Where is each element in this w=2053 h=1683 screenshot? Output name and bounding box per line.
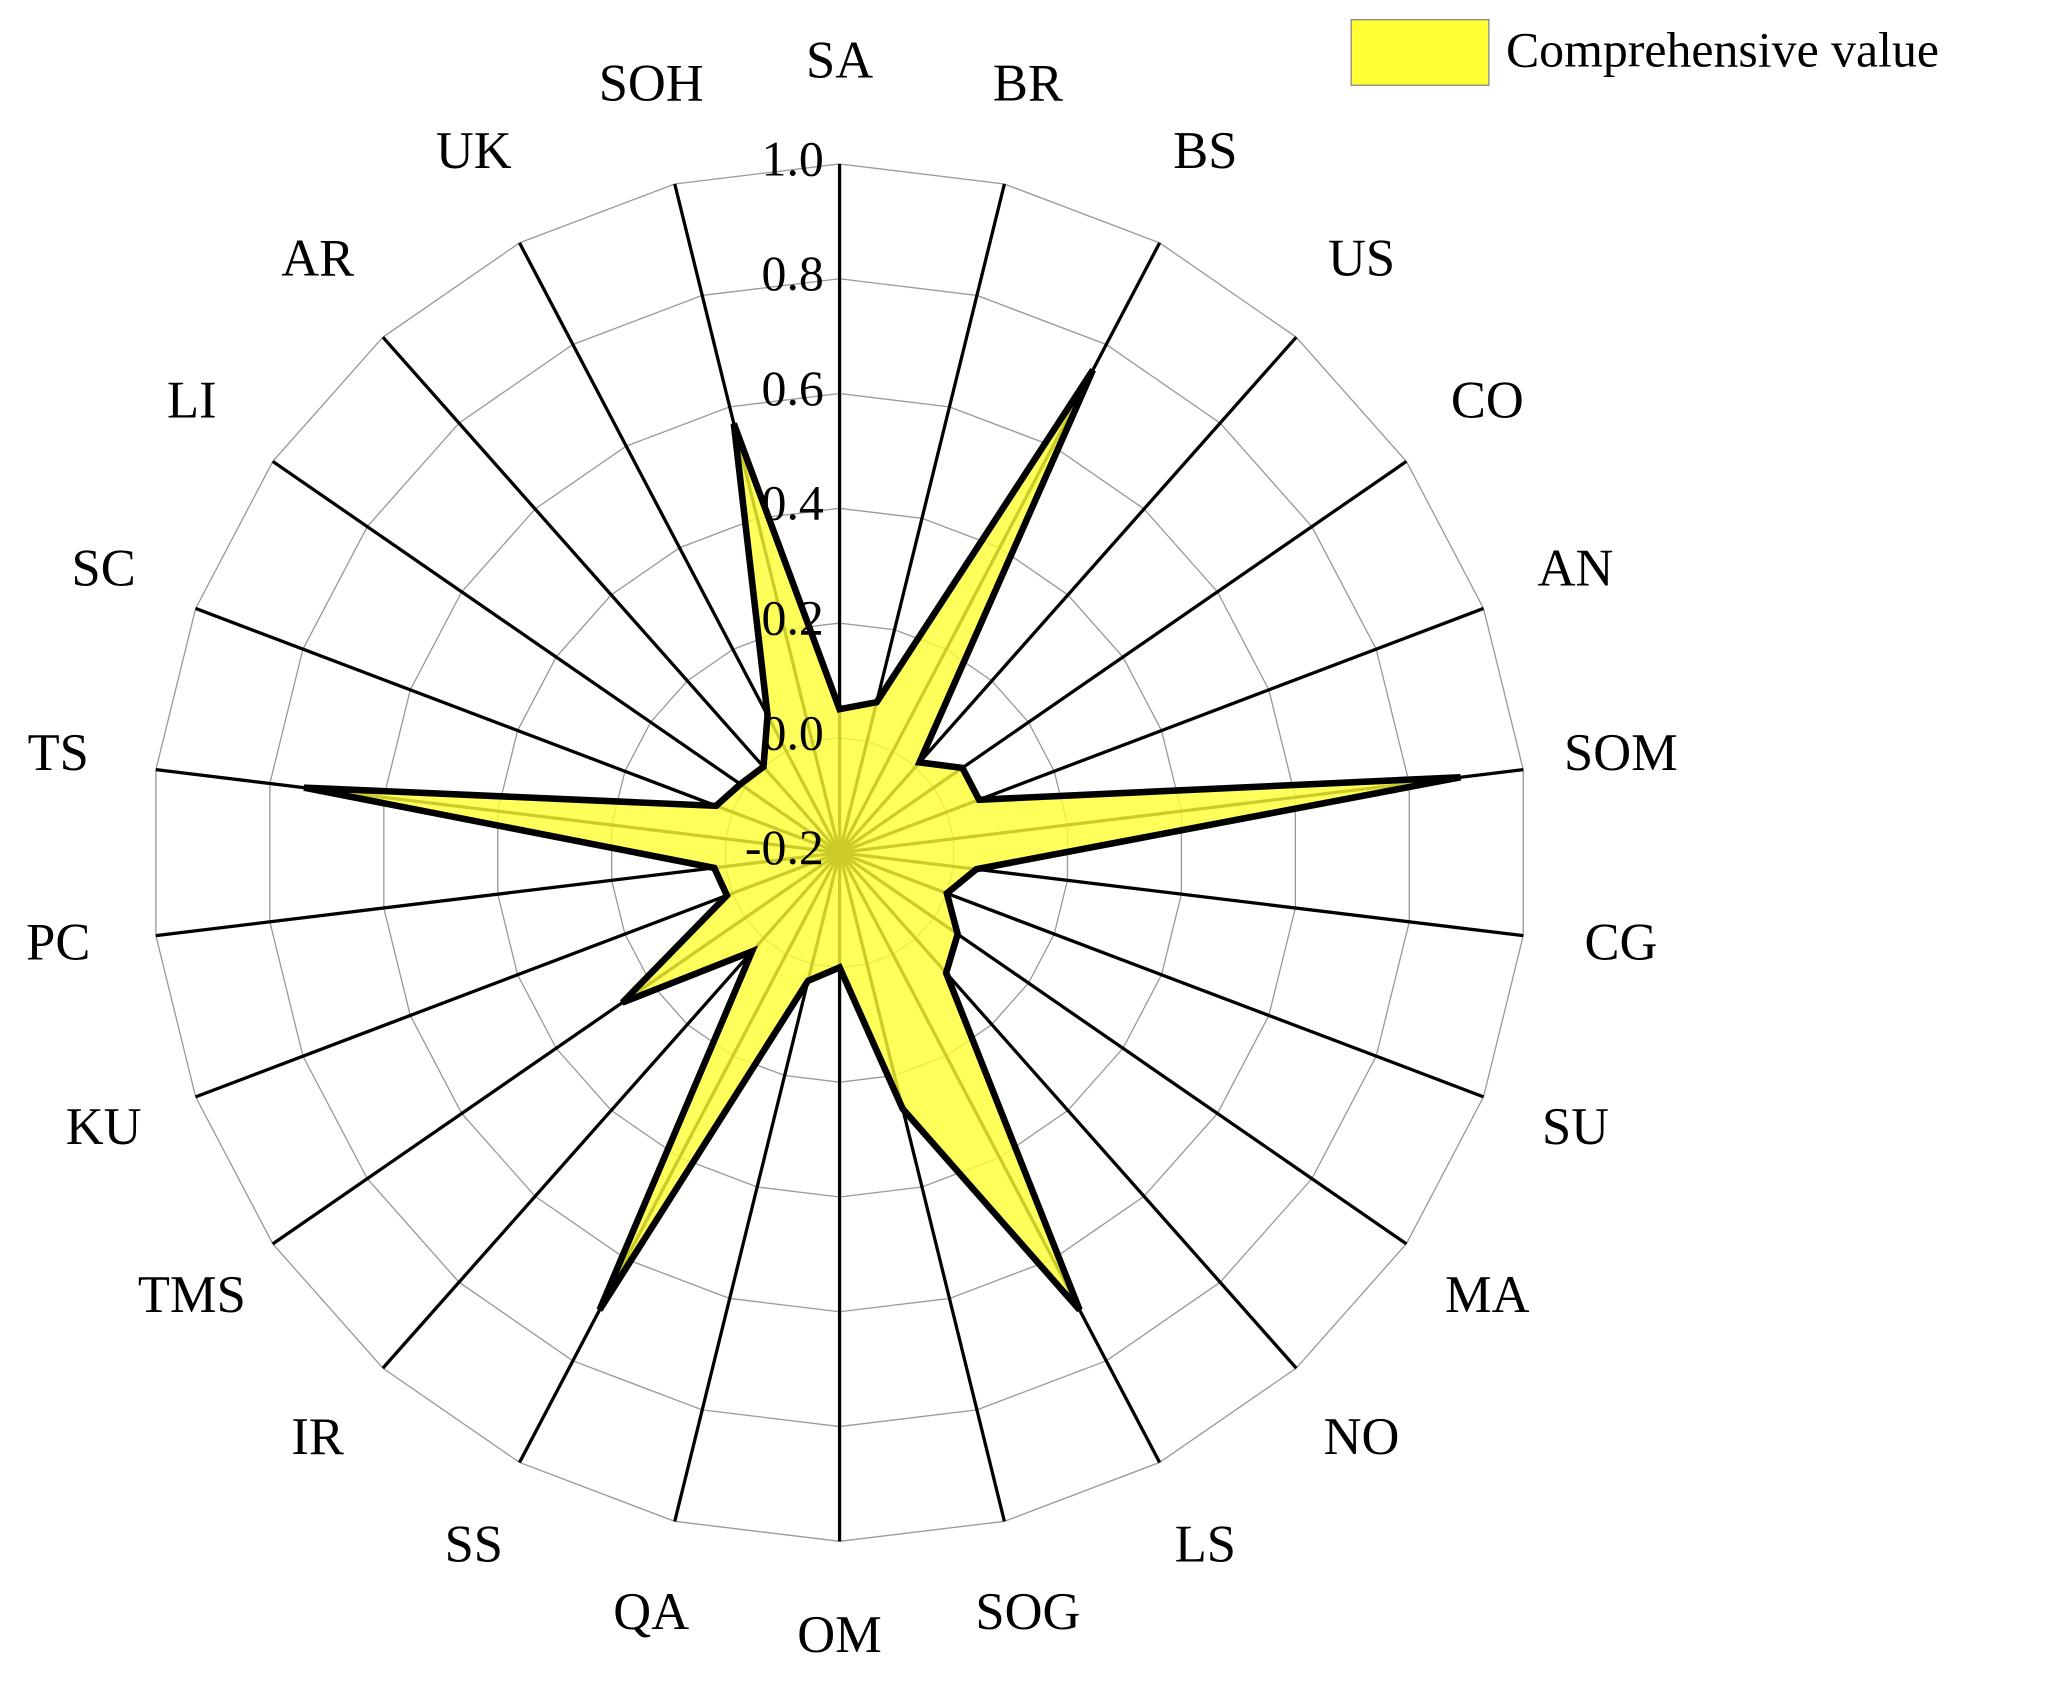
category-label: BS xyxy=(1173,122,1237,180)
category-label: AR xyxy=(281,230,354,288)
marks xyxy=(303,368,1462,1313)
category-label: LI xyxy=(167,372,217,430)
y-tick-label: 0.4 xyxy=(762,476,824,531)
category-label: AN xyxy=(1538,540,1614,598)
category-label: TS xyxy=(28,724,89,782)
category-label: PC xyxy=(26,914,90,972)
category-label: SA xyxy=(806,32,873,90)
series-area xyxy=(303,368,1462,1313)
category-label: BR xyxy=(993,55,1063,113)
category-label: UK xyxy=(436,122,512,180)
category-label: CG xyxy=(1584,914,1657,972)
category-label: SU xyxy=(1542,1098,1609,1156)
category-label: SS xyxy=(445,1516,503,1574)
legend-swatch xyxy=(1350,19,1490,86)
category-label: NO xyxy=(1324,1408,1400,1466)
y-tick-label: 1.0 xyxy=(762,131,824,186)
category-label: CO xyxy=(1451,372,1524,430)
y-tick-label: 0.8 xyxy=(762,246,824,301)
category-label: SC xyxy=(72,540,136,598)
category-label: TMS xyxy=(138,1266,246,1324)
category-label: SOM xyxy=(1564,724,1678,782)
legend-label: Comprehensive value xyxy=(1506,23,1939,78)
category-label: SOG xyxy=(975,1583,1080,1641)
category-label: OM xyxy=(797,1606,882,1664)
y-tick-label: -0.2 xyxy=(745,820,824,875)
y-tick-label: 0.2 xyxy=(762,591,824,646)
category-label: SOH xyxy=(599,55,704,113)
labels: SA BR BS US CO AN SOM CG SU MA NO LS SOG OM QA SS IR TMS K… xyxy=(26,32,1678,1664)
category-label: US xyxy=(1328,230,1395,288)
category-label: LS xyxy=(1175,1516,1236,1574)
category-label: QA xyxy=(613,1583,689,1641)
y-tick-label: 0.6 xyxy=(762,361,824,416)
category-label: IR xyxy=(291,1408,343,1466)
category-label: MA xyxy=(1445,1266,1530,1324)
category-label: KU xyxy=(66,1098,142,1156)
y-tick-label: 0.0 xyxy=(762,705,824,760)
